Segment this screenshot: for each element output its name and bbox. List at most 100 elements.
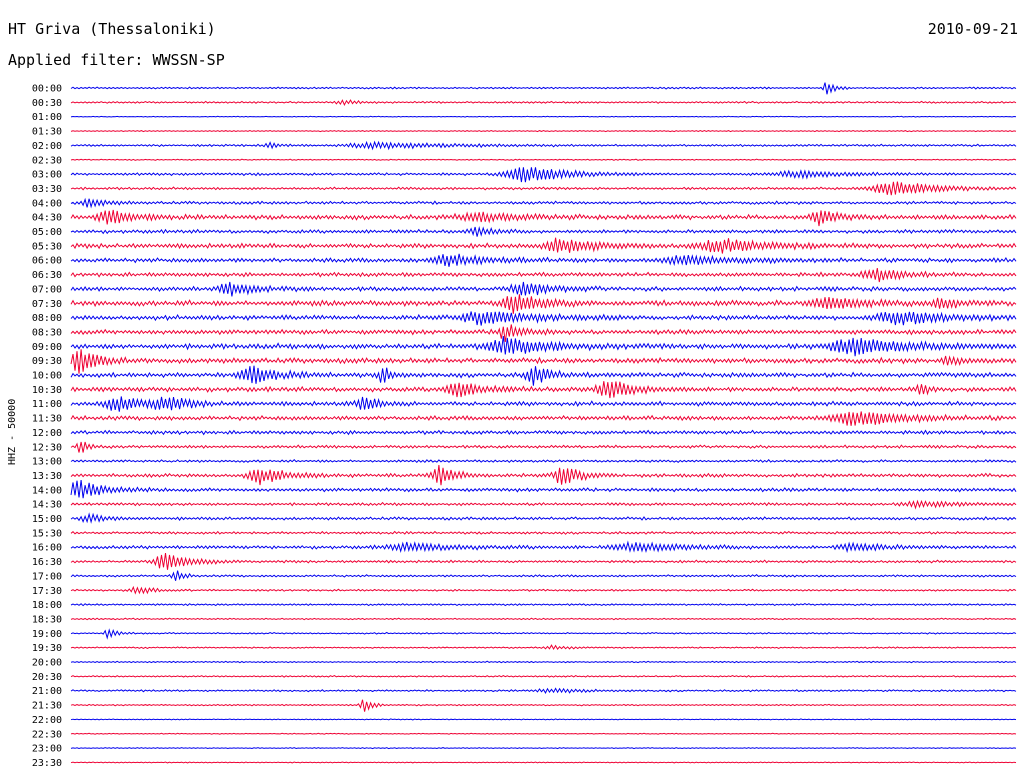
time-tick-label: 10:30: [32, 385, 62, 396]
trace-line: [70, 747, 1017, 750]
time-tick-label: 21:30: [32, 701, 62, 712]
trace-line: [70, 167, 1017, 183]
time-tick-label: 11:30: [32, 414, 62, 425]
time-tick-label: 10:00: [32, 371, 62, 382]
time-tick-label: 08:30: [32, 327, 62, 338]
filter-subtitle: Applied filter: WWSSN-SP: [8, 51, 225, 69]
trace-group: [70, 82, 1017, 764]
trace-line: [70, 628, 1017, 640]
station-title: HT Griva (Thessaloniki): [8, 20, 216, 38]
time-tick-label: 09:00: [32, 342, 62, 353]
time-tick-label: 12:00: [32, 428, 62, 439]
time-tick-label: 22:30: [32, 729, 62, 740]
time-tick-label: 13:00: [32, 457, 62, 468]
trace-line: [70, 465, 1017, 486]
trace-line: [70, 699, 1017, 712]
trace-line: [70, 396, 1017, 412]
trace-line: [70, 761, 1017, 764]
trace-line: [70, 129, 1017, 133]
time-tick-label: 01:00: [32, 112, 62, 123]
date-label: 2010-09-21: [927, 20, 1018, 38]
time-tick-label: 03:00: [32, 170, 62, 181]
trace-line: [70, 674, 1017, 678]
time-tick-label: 15:30: [32, 528, 62, 539]
time-tick-label: 14:00: [32, 485, 62, 496]
time-tick-label: 04:00: [32, 198, 62, 209]
trace-line: [70, 158, 1017, 161]
time-tick-label: 01:30: [32, 127, 62, 138]
time-tick-label: 02:30: [32, 155, 62, 166]
time-tick-label: 17:30: [32, 586, 62, 597]
time-tick-label: 15:00: [32, 514, 62, 525]
time-tick-label: 08:00: [32, 313, 62, 324]
time-tick-label: 17:00: [32, 571, 62, 582]
time-tick-label: 18:00: [32, 600, 62, 611]
trace-line: [70, 459, 1017, 464]
trace-line: [70, 253, 1017, 267]
time-tick-label: 00:00: [32, 84, 62, 95]
time-tick-label: 23:30: [32, 758, 62, 769]
time-tick-label: 14:30: [32, 500, 62, 511]
trace-line: [70, 441, 1017, 453]
trace-line: [70, 294, 1017, 314]
time-tick-label: 00:30: [32, 98, 62, 109]
time-tick-label: 20:30: [32, 672, 62, 683]
trace-line: [70, 237, 1017, 254]
trace-line: [70, 335, 1017, 357]
time-tick-label: 11:00: [32, 399, 62, 410]
time-tick-label: 02:00: [32, 141, 62, 152]
time-tick-label: 16:00: [32, 543, 62, 554]
time-tick-label: 19:30: [32, 643, 62, 654]
trace-line: [70, 530, 1017, 535]
time-tick-label: 20:00: [32, 658, 62, 669]
time-tick-label: 03:30: [32, 184, 62, 195]
trace-line: [70, 268, 1017, 283]
trace-line: [70, 429, 1017, 436]
time-tick-label: 05:30: [32, 241, 62, 252]
trace-line: [70, 209, 1017, 227]
trace-line: [70, 381, 1017, 399]
trace-line: [70, 718, 1017, 721]
trace-line: [70, 115, 1017, 118]
trace-line: [70, 281, 1017, 297]
time-tick-label: 04:30: [32, 213, 62, 224]
trace-line: [70, 226, 1017, 237]
trace-line: [70, 181, 1017, 196]
trace-line: [70, 585, 1017, 595]
trace-line: [70, 570, 1017, 581]
trace-line: [70, 617, 1017, 621]
time-tick-label: 09:30: [32, 356, 62, 367]
trace-line: [70, 349, 1017, 374]
trace-line: [70, 197, 1017, 209]
time-tick-label: 12:30: [32, 442, 62, 453]
time-tick-label: 06:00: [32, 256, 62, 267]
time-tick-label: 23:00: [32, 744, 62, 755]
trace-line: [70, 140, 1017, 151]
time-tick-label: 07:00: [32, 284, 62, 295]
trace-line: [70, 480, 1017, 499]
trace-line: [70, 644, 1017, 651]
channel-axis-label: HHZ - 50000: [7, 399, 18, 465]
trace-line: [70, 512, 1017, 524]
trace-line: [70, 602, 1017, 607]
trace-line: [70, 660, 1017, 664]
trace-line: [70, 553, 1017, 570]
trace-line: [70, 411, 1017, 426]
time-tick-label: 05:00: [32, 227, 62, 238]
time-tick-label: 19:00: [32, 629, 62, 640]
time-tick-label: 16:30: [32, 557, 62, 568]
trace-line: [70, 99, 1017, 106]
trace-line: [70, 499, 1017, 510]
trace-line: [70, 311, 1017, 326]
trace-line: [70, 324, 1017, 342]
time-tick-label: 07:30: [32, 299, 62, 310]
trace-line: [70, 687, 1017, 694]
trace-line: [70, 540, 1017, 554]
trace-line: [70, 82, 1017, 95]
time-tick-label: 18:30: [32, 614, 62, 625]
time-tick-label: 21:00: [32, 686, 62, 697]
time-tick-label: 13:30: [32, 471, 62, 482]
trace-line: [70, 365, 1017, 386]
